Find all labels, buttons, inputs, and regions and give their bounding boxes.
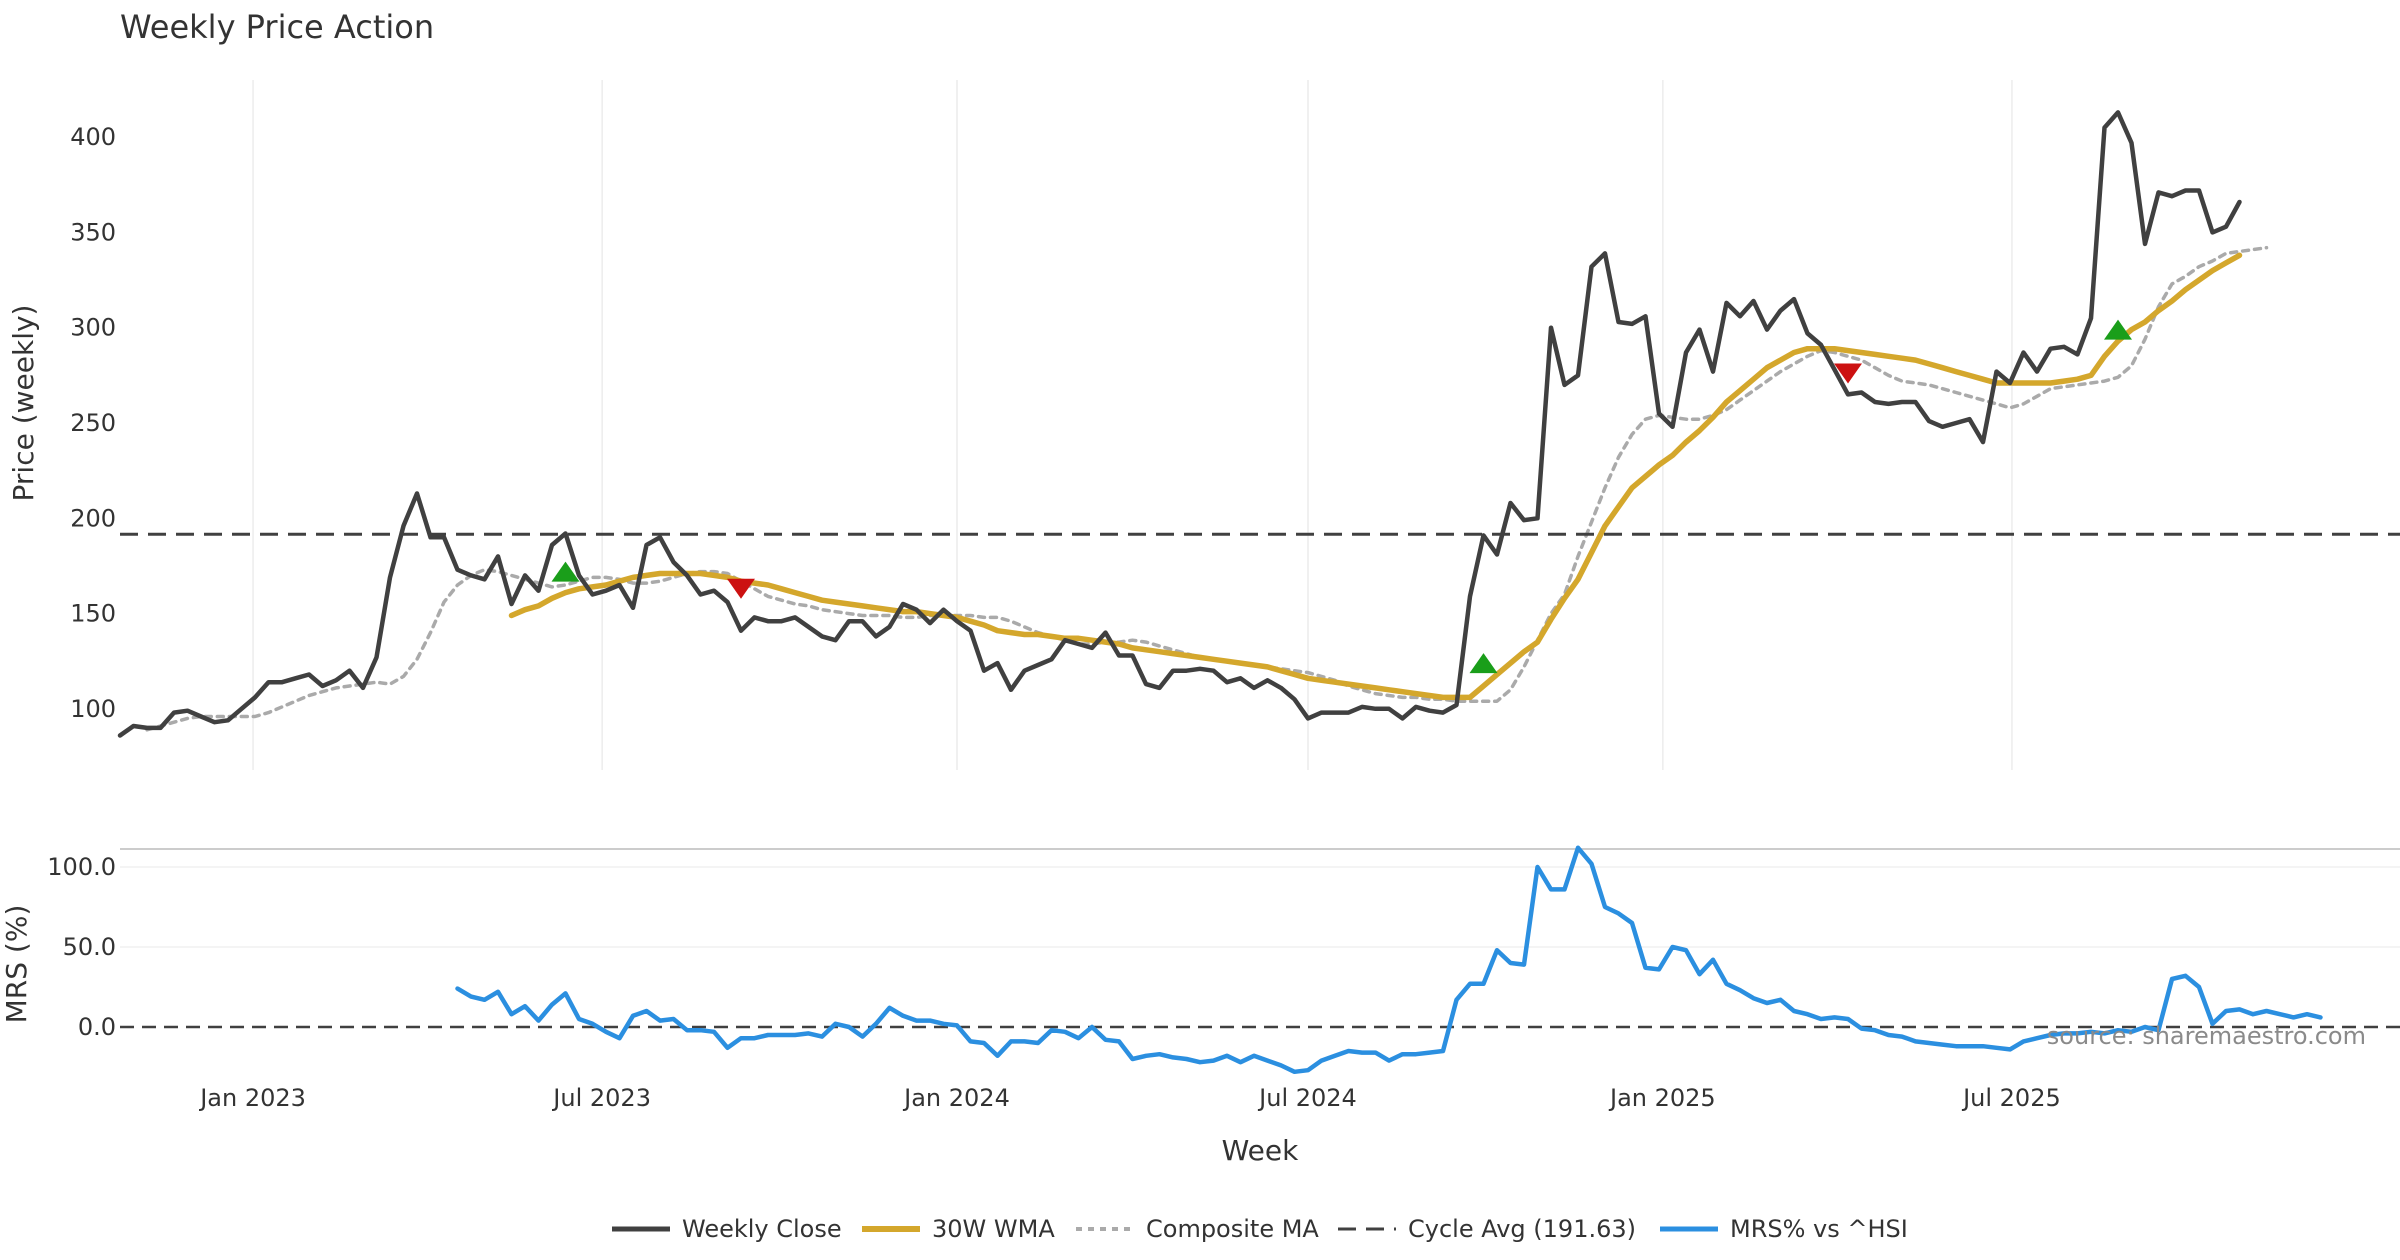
- mrs-tick-label: 50.0: [63, 933, 116, 961]
- series-line-mrs: [455, 845, 2323, 1075]
- y-axis-label-price: Price (weekly): [7, 305, 40, 502]
- buy-signal-marker: [1469, 653, 1498, 674]
- x-tick-label: Jan 2024: [902, 1084, 1010, 1112]
- legend-label-mrs: MRS% vs ^HSI: [1730, 1215, 1908, 1243]
- price-tick-label: 250: [70, 409, 116, 437]
- series-line-wma: [508, 252, 2243, 701]
- buy-signal-marker: [551, 561, 580, 582]
- price-tick-label: 400: [70, 123, 116, 151]
- time-axis-ticks: Jan 2023 Jul 2023 Jan 2024 Jul 2024 Jan 2025…: [198, 1084, 2061, 1112]
- price-tick-label: 150: [70, 600, 116, 628]
- mrs-series: [455, 845, 2323, 1075]
- sell-signal-marker: [727, 578, 755, 599]
- x-tick-label: Jul 2024: [1257, 1084, 1357, 1112]
- signal-markers: [551, 319, 2132, 674]
- mrs-axis-ticks: 0.0 50.0 100.0: [47, 853, 116, 1041]
- sell-signal-marker: [1834, 363, 1862, 384]
- x-tick-label: Jul 2023: [551, 1084, 651, 1112]
- legend-label-cycle: Cycle Avg (191.63): [1408, 1215, 1636, 1243]
- x-tick-label: Jan 2023: [198, 1084, 306, 1112]
- series-line-close: [117, 110, 2242, 738]
- price-tick-label: 350: [70, 218, 116, 246]
- y-axis-label-mrs: MRS (%): [0, 905, 33, 1024]
- legend: Weekly Close 30W WMA Composite MA Cycle Avg…: [612, 1215, 1908, 1243]
- gridlines: [120, 80, 2400, 1029]
- mrs-tick-label: 100.0: [47, 853, 116, 881]
- legend-label-close: Weekly Close: [682, 1215, 842, 1243]
- legend-label-comp: Composite MA: [1146, 1215, 1319, 1243]
- source-label: source: sharemaestro.com: [2047, 1022, 2366, 1050]
- price-tick-label: 300: [70, 314, 116, 342]
- price-tick-label: 200: [70, 504, 116, 532]
- mrs-tick-label: 0.0: [78, 1013, 116, 1041]
- buy-signal-marker: [2104, 319, 2132, 340]
- x-axis-label: Week: [1222, 1134, 1299, 1167]
- price-series: [117, 110, 2400, 738]
- price-tick-label: 100: [70, 695, 116, 723]
- x-tick-label: Jan 2025: [1608, 1084, 1716, 1112]
- chart-title: Weekly Price Action: [120, 8, 434, 46]
- price-axis-ticks: 100 150 200 250 300 350 400: [70, 123, 116, 723]
- legend-label-wma: 30W WMA: [932, 1215, 1055, 1243]
- x-tick-label: Jul 2025: [1961, 1084, 2061, 1112]
